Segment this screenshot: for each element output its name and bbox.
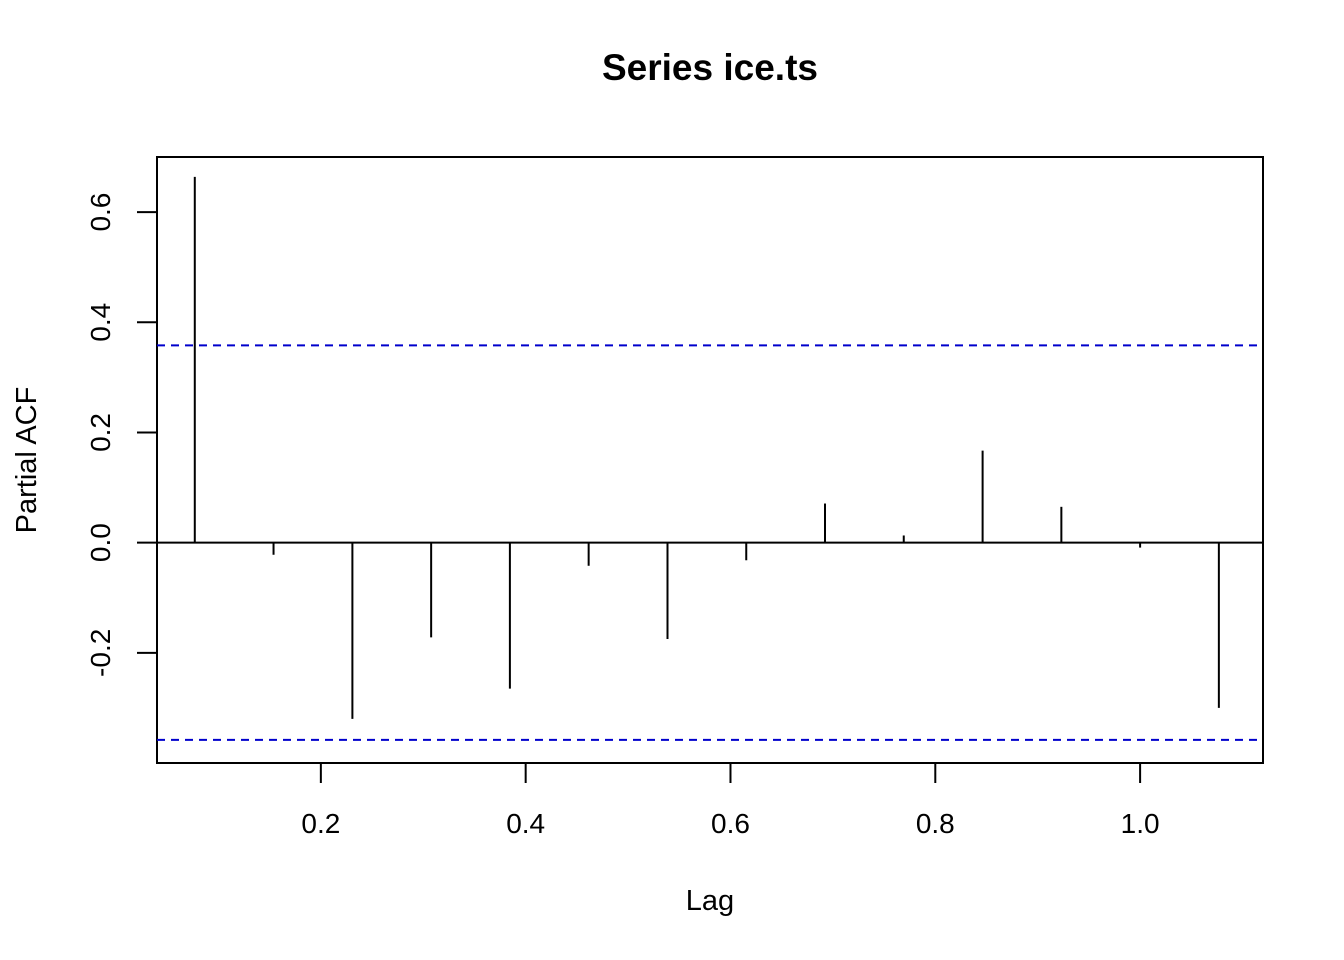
x-tick-label: 0.8	[916, 808, 955, 839]
x-axis: 0.2 0.4 0.6 0.8 1.0	[301, 763, 1160, 839]
y-tick-label: -0.2	[85, 629, 116, 677]
chart-title: Series ice.ts	[602, 47, 818, 88]
y-axis: -0.2 0.0 0.2 0.4 0.6	[85, 193, 157, 677]
x-tick-label: 0.6	[711, 808, 750, 839]
pacf-spikes	[193, 176, 1220, 719]
x-axis-label: Lag	[686, 885, 734, 917]
y-tick-label: 0.6	[85, 193, 116, 232]
y-tick-label: 0.2	[85, 413, 116, 452]
confidence-bounds	[157, 344, 1263, 741]
x-tick-label: 0.2	[301, 808, 340, 839]
plot-frame	[156, 156, 1264, 764]
y-tick-label: 0.4	[85, 303, 116, 342]
x-tick-label: 1.0	[1121, 808, 1160, 839]
y-tick-label: 0.0	[85, 523, 116, 562]
x-tick-label: 0.4	[506, 808, 545, 839]
y-axis-label: Partial ACF	[11, 387, 43, 534]
